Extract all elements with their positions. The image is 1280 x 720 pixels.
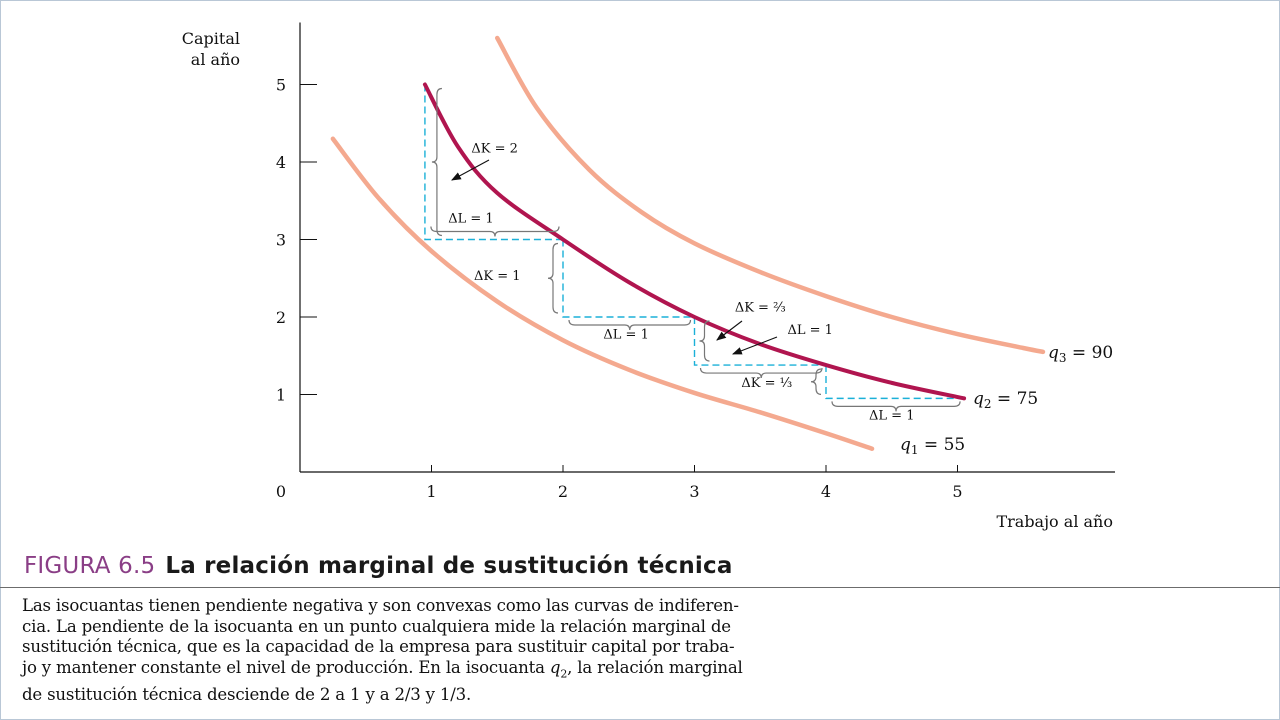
isoquant-curve (422, 82, 967, 401)
isoquant-chart: 0 1 2 3 4 5 1 2 3 4 5 Capital al año Trabajo al año q… (182, 22, 1115, 531)
y-tick-label: 3 (276, 231, 286, 250)
delta-annotation: ΔL = 1 (448, 211, 493, 226)
figure-name: La relación marginal de sustitución técn… (165, 553, 733, 579)
delta-k-brace (547, 242, 559, 314)
caption-subscript: 2 (560, 667, 568, 681)
isoquant-curve (495, 35, 1046, 355)
delta-k-brace (810, 368, 822, 395)
step-dashed-line (825, 365, 965, 400)
delta-annotation: ΔL = 1 (787, 323, 832, 338)
delta-annotation: ΔK = 2 (471, 142, 518, 157)
caption-line: de sustitución técnica desciende de 2 a … (22, 684, 472, 704)
delta-annotation: ΔL = 1 (869, 408, 914, 423)
caption-line: Las isocuantas tienen pendiente negativa… (22, 596, 739, 615)
caption-divider (0, 587, 1280, 588)
delta-annotation: ΔK = 1 (474, 269, 521, 284)
x-tick-label: 3 (689, 482, 699, 501)
x-tick-label: 4 (821, 482, 831, 501)
figure-number: FIGURA 6.5 (24, 553, 156, 579)
delta-l-brace (430, 226, 560, 237)
delta-l-brace (831, 401, 961, 412)
x-tick-label: 0 (276, 482, 286, 501)
isoquant-label: q3 = 90 (1048, 343, 1113, 365)
caption-line: cia. La pendiente de la isocuanta en un … (22, 616, 731, 636)
step-dashed-line (424, 84, 563, 241)
caption-text: , la relación marginal (567, 657, 743, 677)
y-axis-title: Capital (182, 29, 240, 48)
delta-l-brace (568, 319, 692, 331)
delta-l-brace (699, 368, 823, 379)
figure-caption: Las isocuantas tienen pendiente negativa… (22, 596, 1258, 705)
x-tick-label: 2 (558, 482, 568, 501)
x-axis-title: Trabajo al año (996, 512, 1113, 531)
step-dashed-line (693, 317, 826, 366)
isoquant-curve (330, 136, 875, 451)
annotation-arrow (451, 159, 490, 181)
annotation-arrow (731, 336, 778, 355)
delta-annotation: ΔK = ¹⁄₃ (741, 376, 792, 391)
delta-k-brace (431, 87, 442, 237)
step-dashed-line (562, 239, 695, 318)
caption-variable: q (549, 657, 561, 677)
isoquant-label: q2 = 75 (973, 389, 1038, 411)
y-tick-label: 2 (276, 308, 286, 327)
annotation-arrow (716, 320, 743, 341)
delta-k-brace (699, 320, 710, 362)
caption-line: jo y mantener constante el nivel de prod… (22, 658, 1258, 685)
caption-line: sustitución técnica, que es la capacidad… (22, 637, 735, 657)
y-tick-label: 5 (276, 76, 286, 95)
y-tick-label: 1 (276, 386, 286, 405)
caption-text: jo y mantener constante el nivel de prod… (22, 657, 550, 677)
delta-annotation: ΔL = 1 (603, 328, 648, 343)
x-tick-label: 1 (426, 482, 436, 501)
x-tick-label: 5 (952, 482, 962, 501)
y-axis-title: al año (191, 50, 240, 69)
isoquant-label: q1 = 55 (900, 435, 965, 457)
y-tick-label: 4 (276, 153, 286, 172)
delta-annotation: ΔK = ²⁄₃ (735, 301, 786, 316)
figure-title: FIGURA 6.5 La relación marginal de sustit… (24, 553, 1264, 579)
